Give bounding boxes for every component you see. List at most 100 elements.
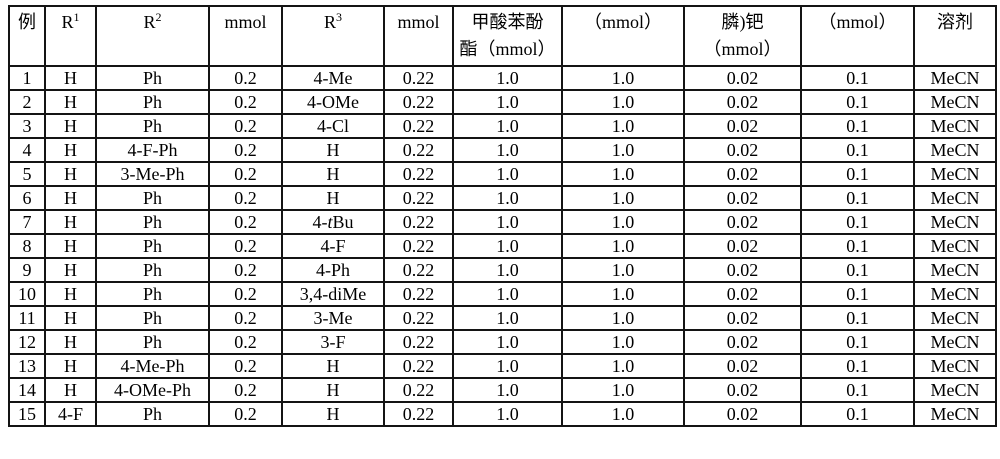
table-cell: 1.0 [452,401,563,427]
table-cell: 14 [8,377,46,403]
table-cell: 0.2 [208,137,283,163]
table-cell: Ph [95,281,210,307]
table-cell: H [44,161,97,187]
table-cell: H [44,185,97,211]
table-cell: H [44,137,97,163]
table-cell: H [44,89,97,115]
table-cell: 0.1 [800,185,915,211]
table-cell: 1.0 [561,137,685,163]
table-cell: 0.2 [208,233,283,259]
table-cell: MeCN [913,233,997,259]
table-cell: 1.0 [452,377,563,403]
table-cell: MeCN [913,161,997,187]
table-cell: Ph [95,233,210,259]
table-cell: 0.1 [800,89,915,115]
table-cell: 1.0 [561,89,685,115]
table-cell: 0.1 [800,113,915,139]
table-cell: MeCN [913,137,997,163]
table-cell: 1.0 [452,257,563,283]
table-cell: MeCN [913,353,997,379]
table-cell: 12 [8,329,46,355]
table-cell: 0.2 [208,185,283,211]
table-cell: 4-F-Ph [95,137,210,163]
table-cell: 0.02 [683,137,802,163]
table-cell: H [44,233,97,259]
table-cell: 1 [8,65,46,91]
column-header: R1 [44,5,97,67]
table-cell: 0.02 [683,401,802,427]
table-cell: 0.22 [383,377,454,403]
table-cell: 0.1 [800,401,915,427]
table-cell: 0.22 [383,353,454,379]
table-cell: Ph [95,209,210,235]
table-cell: MeCN [913,281,997,307]
table-cell: 1.0 [561,65,685,91]
table-cell: 1.0 [561,185,685,211]
table-cell: 1.0 [452,137,563,163]
column-header: mmol [208,5,283,67]
table-cell: Ph [95,185,210,211]
table-cell: Ph [95,401,210,427]
table-cell: 0.2 [208,161,283,187]
table-cell: Ph [95,89,210,115]
table-cell: 3-Me-Ph [95,161,210,187]
table-cell: H [44,353,97,379]
table-cell: 1.0 [561,233,685,259]
column-header: R2 [95,5,210,67]
column-header: 甲酸苯酚 酯（mmol） [452,5,563,67]
column-header: mmol [383,5,454,67]
table-row: 5 H 3-Me-Ph 0.2 H 0.22 1.0 1.0 0.02 0.1 MeCN [8,161,997,187]
table-cell: 0.22 [383,257,454,283]
table-cell: 7 [8,209,46,235]
table-cell: H [44,281,97,307]
table-cell: 0.22 [383,161,454,187]
table-cell: 6 [8,185,46,211]
table-cell: H [44,329,97,355]
table-cell: 0.02 [683,257,802,283]
table-row: 8 H Ph 0.2 4-F 0.22 1.0 1.0 0.02 0.1 MeCN [8,233,997,259]
column-header: （mmol） [800,5,915,67]
table-cell: 1.0 [561,209,685,235]
table-cell: 1.0 [452,305,563,331]
table-cell: 0.22 [383,209,454,235]
experiment-conditions-table: 例 R1 R2 mmol R3 mmol 甲酸苯酚 酯（mmol） （mmol） 膦)钯 （mmol… [8,5,997,427]
table-cell: H [281,137,385,163]
table-row: 6 H Ph 0.2 H 0.22 1.0 1.0 0.02 0.1 MeCN [8,185,997,211]
table-cell: 1.0 [561,305,685,331]
table-cell: 4-F [44,401,97,427]
table-cell: 4-Cl [281,113,385,139]
table-cell: 0.1 [800,233,915,259]
table-row: 15 4-F Ph 0.2 H 0.22 1.0 1.0 0.02 0.1 MeCN [8,401,997,427]
table-cell: 0.02 [683,209,802,235]
table-cell: 4-Me [281,65,385,91]
table-cell: 1.0 [452,329,563,355]
table-cell: 1.0 [561,257,685,283]
table-cell: H [44,377,97,403]
table-cell: 10 [8,281,46,307]
table-cell: 0.2 [208,113,283,139]
table-cell: Ph [95,257,210,283]
table-cell: MeCN [913,185,997,211]
table-cell: 1.0 [452,353,563,379]
table-cell: 0.2 [208,65,283,91]
table-cell: 0.1 [800,137,915,163]
table-cell: 0.2 [208,377,283,403]
table-cell: 9 [8,257,46,283]
table-cell: 0.22 [383,113,454,139]
table-cell: MeCN [913,257,997,283]
table-cell: H [281,377,385,403]
table-cell: 4-OMe-Ph [95,377,210,403]
table-cell: 1.0 [561,329,685,355]
table-cell: 15 [8,401,46,427]
table-cell: 0.1 [800,281,915,307]
table-cell: 11 [8,305,46,331]
table-cell: 4-Ph [281,257,385,283]
table-cell: H [44,65,97,91]
table-cell: 0.1 [800,209,915,235]
table-cell: 0.1 [800,329,915,355]
table-cell: 0.22 [383,233,454,259]
table-cell: 0.2 [208,305,283,331]
table-cell: 1.0 [561,377,685,403]
table-cell: 4-OMe [281,89,385,115]
